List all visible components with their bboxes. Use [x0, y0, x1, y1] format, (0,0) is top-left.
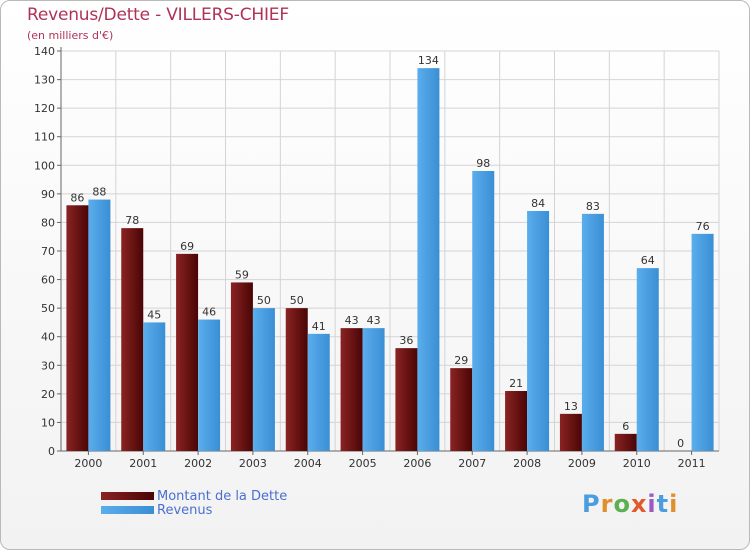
debt-bar: [285, 308, 308, 451]
revenue-bar: [362, 328, 385, 451]
revenue-bar-label: 76: [696, 220, 710, 233]
logo-letter: i: [669, 490, 679, 518]
revenue-bar-label: 98: [476, 157, 490, 170]
revenue-bar: [143, 322, 166, 451]
revenue-bar: [88, 199, 111, 451]
x-tick-label: 2000: [74, 457, 102, 470]
data-labels: 86 88 78 45 69 46 59 50 50 41 43 43 36 134 29 98 21 84 13 8…: [70, 54, 709, 450]
debt-bar-label: 6: [622, 420, 629, 433]
logo-letter: t: [656, 490, 670, 518]
debt-bar: [450, 368, 473, 451]
revenue-bar: [252, 308, 275, 451]
y-tick-label: 100: [34, 159, 55, 172]
x-tick-label: 2004: [294, 457, 322, 470]
revenue-bar: [636, 268, 659, 451]
debt-bar: [614, 433, 637, 451]
revenue-bar-label: 46: [202, 306, 216, 319]
y-tick-label: 90: [41, 188, 55, 201]
revenue-bar: [527, 211, 550, 451]
x-tick-label: 2008: [513, 457, 541, 470]
revenue-bar: [472, 171, 495, 451]
x-tick-label: 2011: [678, 457, 706, 470]
revenue-bar: [307, 333, 330, 451]
revenue-bar: [691, 233, 714, 451]
y-tick-label: 70: [41, 245, 55, 258]
logo-letter: i: [647, 490, 657, 518]
debt-bar-label: 13: [564, 400, 578, 413]
y-tick-label: 50: [41, 302, 55, 315]
chart-unit-label: (en milliers d'€): [27, 29, 114, 42]
revenue-bar: [417, 68, 440, 452]
logo-letter: x: [630, 490, 648, 518]
debt-bar-label: 0: [677, 437, 684, 450]
x-tick-label: 2005: [349, 457, 377, 470]
proxiti-logo: Proxiti: [582, 490, 678, 518]
debt-bar: [505, 391, 528, 451]
debt-bar-label: 43: [345, 314, 359, 327]
x-tick-label: 2006: [403, 457, 431, 470]
x-tick-label: 2007: [458, 457, 486, 470]
grid-lines: [60, 50, 720, 452]
revenue-legend-label: Revenus: [157, 502, 213, 518]
debt-bar-label: 86: [70, 191, 84, 204]
revenue-bar-label: 83: [586, 200, 600, 213]
y-tick-label: 110: [34, 131, 55, 144]
debt-bar-label: 78: [125, 214, 139, 227]
debt-bar: [230, 282, 253, 451]
y-tick-label: 30: [41, 359, 55, 372]
y-tick-label: 80: [41, 216, 55, 229]
debt-bar: [121, 228, 144, 451]
revenue-bar-label: 84: [531, 197, 545, 210]
y-tick-label: 120: [34, 102, 55, 115]
revenue-bar: [198, 319, 221, 451]
x-tick-label: 2010: [623, 457, 651, 470]
debt-bar-label: 69: [180, 240, 194, 253]
debt-bar: [176, 253, 199, 451]
x-tick-label: 2009: [568, 457, 596, 470]
debt-legend-swatch: [101, 492, 154, 500]
revenue-bar-label: 50: [257, 294, 271, 307]
debt-bar-label: 29: [454, 354, 468, 367]
debt-bar-label: 59: [235, 268, 249, 281]
y-tick-label: 20: [41, 388, 55, 401]
logo-letter: r: [600, 490, 614, 518]
x-tick-label: 2003: [239, 457, 267, 470]
revenue-bar-label: 45: [147, 308, 161, 321]
y-tick-label: 60: [41, 274, 55, 287]
revenue-bar-label: 88: [92, 186, 106, 199]
chart-title: Revenus/Dette - VILLERS-CHIEF: [27, 5, 289, 25]
debt-bar: [66, 205, 89, 451]
bars: [66, 68, 714, 452]
y-tick-label: 140: [34, 45, 55, 58]
debt-bar: [340, 328, 363, 451]
debt-bar-label: 21: [509, 377, 523, 390]
y-tick-label: 10: [41, 416, 55, 429]
revenue-bar-label: 41: [312, 320, 326, 333]
logo-letter: o: [613, 490, 631, 518]
revenue-legend-swatch: [101, 506, 154, 514]
debt-legend-label: Montant de la Dette: [157, 488, 288, 504]
y-tick-label: 0: [48, 445, 55, 458]
debt-bar-label: 50: [290, 294, 304, 307]
debt-bar: [559, 413, 582, 451]
revenue-bar-label: 134: [418, 54, 439, 67]
x-tick-label: 2002: [184, 457, 212, 470]
y-tick-label: 130: [34, 74, 55, 87]
legend-item-debt: Montant de la Dette: [101, 488, 287, 504]
revenue-bar-label: 43: [367, 314, 381, 327]
x-tick-label: 2001: [129, 457, 157, 470]
revenue-bar-label: 64: [641, 254, 655, 267]
revenue-bar: [581, 213, 604, 451]
legend-item-revenue: Revenus: [101, 502, 212, 518]
y-tick-label: 40: [41, 331, 55, 344]
logo-letter: P: [582, 490, 601, 518]
debt-bar-label: 36: [399, 334, 413, 347]
debt-bar: [395, 348, 418, 451]
